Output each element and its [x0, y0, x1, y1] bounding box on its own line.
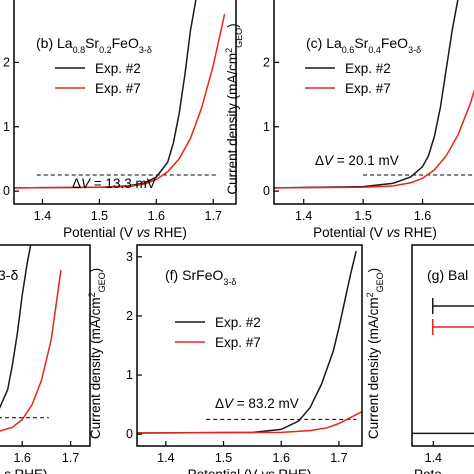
x-tick-label-b: 1.7 — [205, 209, 222, 223]
series-line-c-exp7 — [274, 88, 474, 189]
x-tick-label-f: 1.4 — [157, 451, 174, 465]
x-tick-label-b: 1.6 — [148, 209, 165, 223]
panel-title-b: (b) La0.8Sr0.2FeO3-δ — [36, 35, 152, 55]
x-axis-label-f: Potential (V vs RHE) — [188, 467, 312, 474]
series-line-e-exp7 — [0, 269, 62, 432]
y-tick-label-b: 1 — [3, 120, 10, 134]
x-tick-label-f: 1.7 — [330, 451, 347, 465]
axes-frame-e — [0, 244, 91, 447]
delta-v-annotation-f: ΔV = 83.2 mV — [215, 396, 299, 411]
y-axis-label-c: Current density (mA/cm2GEO) — [224, 23, 244, 194]
series-line-f-exp2 — [137, 250, 357, 434]
x-tick-label-e: 1.7 — [62, 451, 79, 465]
delta-v-annotation-b: ΔV = 13.3 mV — [72, 176, 156, 191]
y-tick-label-b: 0 — [3, 184, 10, 198]
y-axis-label-f: Current density (mA/cm2GEO) — [87, 268, 107, 439]
panel-title-g: (g) Bal — [427, 267, 468, 283]
panel-f: 1.4 1.5 1.6 1.7 0 1 2 3 Potential (V vs RHE) Curr… — [87, 244, 363, 474]
x-tick-label-f: 1.6 — [273, 451, 290, 465]
legend-label-f: Exp. #2 — [215, 315, 261, 330]
x-tick-label-c: 1.4 — [295, 209, 312, 223]
panel-c: 1.4 1.5 1.6 0 1 2 Potential (V vs RHE) Current … — [224, 0, 474, 240]
panel-title-c: (c) La0.6Sr0.4FeO3-δ — [306, 35, 421, 55]
x-tick-label-f: 1.5 — [215, 451, 232, 465]
x-tick-label-c: 1.5 — [354, 209, 371, 223]
legend-marker-g — [432, 319, 434, 335]
delta-v-annotation-c: ΔV = 20.1 mV — [315, 153, 399, 168]
x-axis-label-g: Pote — [414, 467, 442, 474]
x-tick-label-e: 1.6 — [14, 451, 31, 465]
x-tick-label-g: 1.4 — [425, 451, 442, 465]
axes-frame-g — [411, 244, 474, 447]
x-axis-label-b: Potential (V vs RHE) — [63, 225, 187, 240]
y-tick-label-f: 0 — [126, 427, 133, 441]
panel-g: 1.4 Pote Current density (mA/cm2GEO) (g) Ba… — [365, 244, 474, 474]
y-tick-label-f: 3 — [126, 250, 133, 264]
legend-marker-g — [432, 298, 434, 314]
panel-title-e: 3-δ — [0, 267, 18, 283]
y-tick-label-c: 2 — [263, 55, 270, 69]
y-tick-label-f: 1 — [126, 368, 133, 382]
x-axis-label-c: Potential (V vs RHE) — [313, 225, 437, 240]
axes-frame-c — [273, 0, 474, 205]
y-tick-label-c: 1 — [263, 120, 270, 134]
legend-label-f: Exp. #7 — [215, 335, 261, 350]
panel-b: 1.4 1.5 1.6 1.7 0 1 2 Potential (V vs RHE) (b) L… — [3, 0, 237, 240]
series-line-c-exp2 — [274, 0, 459, 189]
axes-frame-f — [136, 244, 363, 447]
x-axis-label-e: s RHE) — [4, 467, 48, 474]
series-line-e-exp2 — [0, 245, 32, 409]
panel-title-f: (f) SrFeO3-δ — [165, 267, 236, 287]
series-line-b-exp7 — [14, 13, 226, 189]
x-tick-label-c: 1.6 — [414, 209, 431, 223]
panel-e: 1.6 1.7 s RHE) 3-δ — [0, 244, 91, 474]
x-tick-label-b: 1.5 — [91, 209, 108, 223]
y-tick-label-c: 0 — [263, 184, 270, 198]
y-tick-label-b: 2 — [3, 55, 10, 69]
axes-frame-b — [13, 0, 237, 205]
legend-label-b: Exp. #7 — [95, 81, 141, 96]
series-line-f-exp7 — [137, 411, 362, 434]
legend-label-b: Exp. #2 — [95, 61, 141, 76]
legend-label-c: Exp. #2 — [345, 61, 391, 76]
y-axis-label-g: Current density (mA/cm2GEO) — [365, 268, 385, 439]
legend-label-c: Exp. #7 — [345, 81, 391, 96]
y-tick-label-f: 2 — [126, 309, 133, 323]
x-tick-label-b: 1.4 — [34, 209, 51, 223]
